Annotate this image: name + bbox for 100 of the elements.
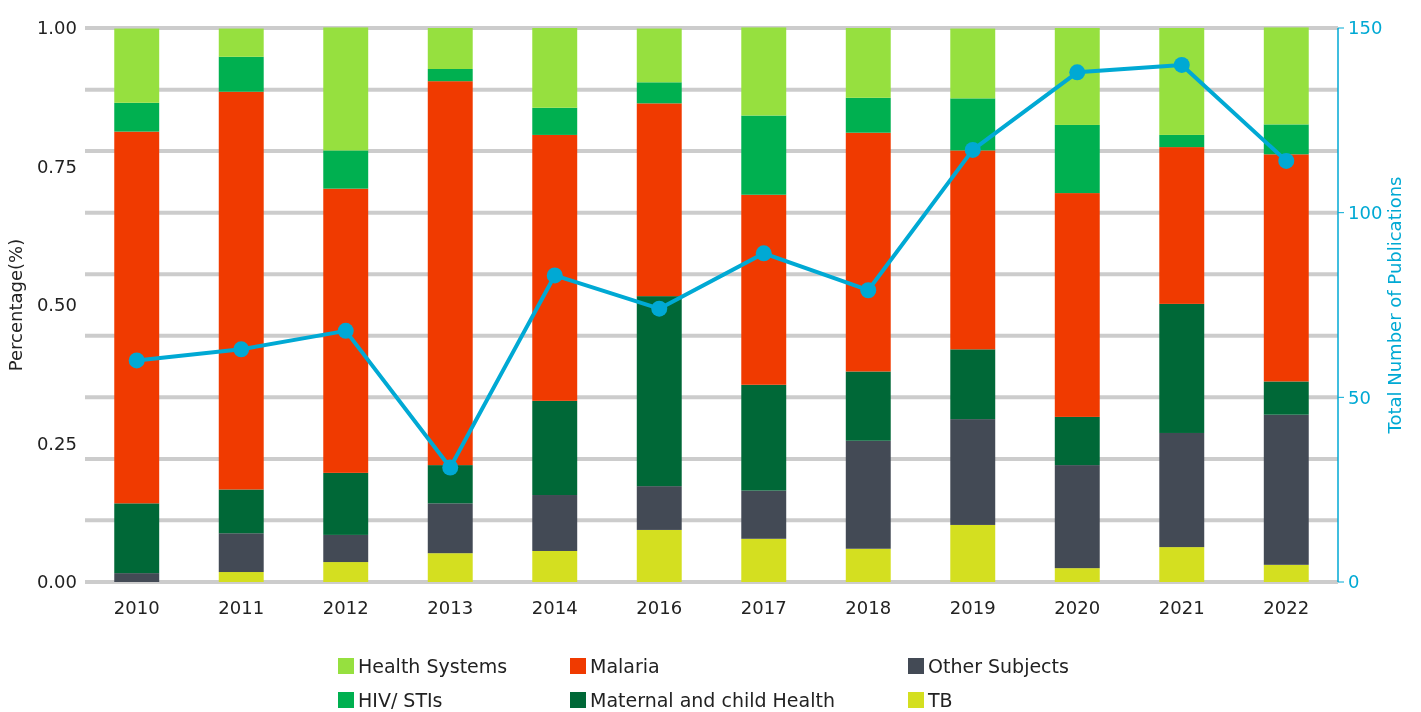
y2-tick-label: 150 [1348, 17, 1383, 39]
bar [532, 400, 578, 496]
x-tick-label: 2011 [218, 597, 265, 618]
x-tick-label: 2017 [740, 597, 787, 618]
bar [323, 27, 369, 151]
bar [323, 188, 369, 473]
legend-label: Malaria [590, 654, 660, 677]
bar [950, 349, 996, 420]
bar [427, 28, 473, 69]
x-tick-label: 2020 [1054, 597, 1101, 618]
bar [427, 69, 473, 82]
bar [1159, 432, 1205, 548]
bar [1263, 564, 1309, 582]
bar [532, 495, 578, 551]
bar [323, 472, 369, 535]
bar [845, 28, 891, 98]
bar [741, 538, 787, 582]
bar [845, 548, 891, 582]
bar [1054, 465, 1100, 569]
bar [636, 28, 682, 83]
legend-label: Maternal and child Health [590, 688, 835, 711]
bar [218, 489, 264, 534]
point [128, 352, 145, 369]
bar [218, 533, 264, 573]
bar [427, 465, 473, 504]
point [442, 459, 459, 476]
bar [114, 503, 160, 574]
x-tick-label: 2012 [322, 597, 369, 618]
bar [950, 150, 996, 350]
bar [218, 91, 264, 490]
point [860, 282, 877, 299]
bar [950, 28, 996, 99]
point [1173, 56, 1190, 73]
bar [845, 97, 891, 133]
bar [741, 27, 787, 116]
y2-axis-title: Total Number of Publications [1384, 176, 1405, 435]
bar [323, 562, 369, 582]
bar [532, 28, 578, 108]
y-axis-title: Percentage(%) [5, 238, 26, 372]
x-tick-label: 2010 [113, 597, 160, 618]
bar [1263, 381, 1309, 415]
x-tick-label: 2014 [531, 597, 578, 618]
bar [114, 131, 160, 504]
bar [1054, 568, 1100, 582]
point [1069, 64, 1086, 81]
y-tick-label: 0.75 [36, 155, 77, 177]
x-tick-label: 2016 [636, 597, 683, 618]
bar [636, 486, 682, 530]
bar [427, 553, 473, 582]
bar [1263, 154, 1309, 382]
bar [636, 296, 682, 487]
bar [741, 194, 787, 385]
bar [1263, 414, 1309, 565]
bar [1159, 134, 1205, 148]
bar [1159, 547, 1205, 582]
y-tick-label: 1.00 [36, 17, 77, 39]
bar [636, 103, 682, 297]
y-tick-label: 0.00 [36, 571, 77, 593]
bar [532, 134, 578, 401]
bar [741, 384, 787, 491]
bar [1263, 124, 1309, 155]
bar [427, 81, 473, 466]
bar [1054, 416, 1100, 466]
bar [427, 503, 473, 554]
point [651, 300, 668, 317]
point [1278, 152, 1295, 169]
bar [741, 490, 787, 539]
bar [218, 572, 264, 582]
bar [1159, 28, 1205, 135]
bar [1054, 28, 1100, 125]
bar [845, 132, 891, 372]
x-tick-label: 2019 [949, 597, 996, 618]
x-tick-label: 2013 [427, 597, 474, 618]
bar [845, 371, 891, 441]
point [546, 267, 563, 284]
bar [218, 28, 264, 57]
y2-tick-label: 50 [1348, 386, 1371, 408]
bar [1159, 303, 1205, 433]
bar [845, 440, 891, 549]
bar [636, 529, 682, 582]
bar [323, 534, 369, 563]
x-tick-label: 2018 [845, 597, 892, 618]
bar [1054, 193, 1100, 417]
y-tick-label: 0.25 [36, 432, 77, 454]
point [337, 322, 354, 339]
bar [114, 573, 160, 582]
bar [1054, 124, 1100, 194]
bar [114, 102, 160, 132]
point [233, 341, 250, 358]
bar [1159, 147, 1205, 304]
bar [323, 150, 369, 189]
bar [950, 98, 996, 151]
x-tick-label: 2022 [1263, 597, 1310, 618]
legend-label: Health Systems [358, 654, 508, 677]
bar [741, 115, 787, 195]
bar [1263, 27, 1309, 125]
legend-label: Other Subjects [928, 654, 1069, 677]
bar [532, 107, 578, 135]
y2-tick-label: 100 [1348, 201, 1383, 223]
bar [950, 419, 996, 525]
